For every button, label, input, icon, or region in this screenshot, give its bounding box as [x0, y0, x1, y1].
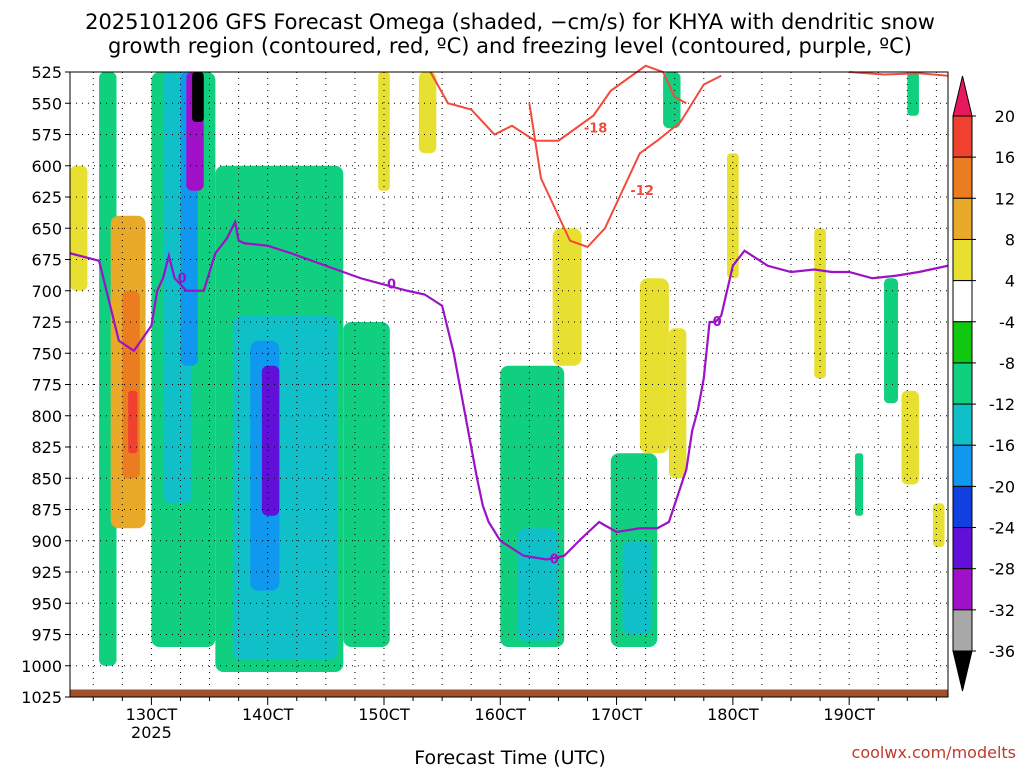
omega-patch: [622, 540, 652, 635]
x-tick-label: 170CT: [591, 705, 643, 724]
omega-patch: [128, 390, 138, 454]
x-tick-label: 190CT: [823, 705, 875, 724]
y-tick-label: 700: [31, 282, 62, 301]
colorbar-swatch: [952, 609, 973, 652]
x-tick-label: 180CT: [707, 705, 759, 724]
colorbar-swatch: [952, 527, 973, 570]
freezing-level-label: 0: [713, 315, 722, 330]
y-tick-label: 850: [31, 469, 62, 488]
colorbar-swatch: [952, 115, 973, 158]
x-tick-sublabel: 2025: [131, 723, 172, 742]
colorbar-swatch: [952, 362, 973, 405]
y-tick-label: 575: [31, 126, 62, 145]
x-axis-label: Forecast Time (UTC): [414, 747, 605, 768]
freezing-level-label: 0: [387, 278, 396, 293]
omega-patch: [932, 503, 945, 547]
y-tick-label: 875: [31, 501, 62, 520]
x-tick-label: 140CT: [242, 705, 294, 724]
y-tick-label: 825: [31, 438, 62, 457]
omega-patch: [639, 278, 669, 454]
y-tick-label: 975: [31, 626, 62, 645]
omega-patch: [727, 153, 739, 279]
colorbar-swatch: [952, 238, 973, 282]
omega-patch: [814, 228, 826, 379]
colorbar-tick-label: 12: [995, 189, 1015, 208]
colorbar-swatch: [952, 197, 973, 240]
y-tick-label: 675: [31, 251, 62, 270]
plot-area: -18 -12 0 0 0 0: [69, 64, 949, 698]
freezing-level-label: 0: [178, 271, 187, 286]
colorbar-top-triangle: [952, 75, 973, 117]
colorbar-tick-label: -32: [989, 601, 1015, 620]
chart-title-line-2: growth region (contoured, red, ºC) and f…: [108, 34, 912, 58]
colorbar-tick-label: 4: [1005, 272, 1015, 291]
y-tick-label: 1000: [21, 657, 62, 676]
terrain-strip: [70, 689, 948, 697]
omega-patch: [663, 72, 681, 129]
omega-patch: [343, 322, 390, 647]
omega-patch: [552, 228, 582, 366]
y-tick-label: 650: [31, 219, 62, 238]
omega-patch: [70, 165, 88, 291]
y-tick-label: 600: [31, 157, 62, 176]
colorbar-tick-label: -12: [989, 395, 1015, 414]
colorbar-swatch: [952, 156, 973, 199]
colorbar-swatch: [952, 444, 973, 487]
colorbar-swatch: [952, 568, 973, 611]
colorbar: 20 16 12 8 4 -4 -8 -12 -16 -20 -24 -28 -32 -36: [952, 75, 1015, 692]
colorbar-tick-label: -20: [989, 477, 1015, 496]
credit-text: coolwx.com/modelts: [852, 743, 1016, 762]
colorbar-tick-label: -36: [989, 642, 1015, 661]
colorbar-tick-label: -8: [999, 354, 1015, 373]
colorbar-swatch: [952, 403, 973, 446]
omega-patch: [854, 453, 864, 516]
y-tick-label: 525: [31, 63, 62, 82]
colorbar-tick-label: -28: [989, 560, 1015, 579]
colorbar-tick-label: 8: [1005, 230, 1015, 249]
colorbar-tick-label: -4: [999, 313, 1015, 332]
x-tick-label: 160CT: [475, 705, 527, 724]
y-axis: 525 550 575 600 625 650 675 700 725 750 775 800 825 8…: [21, 63, 70, 707]
omega-patch: [668, 328, 687, 479]
colorbar-tick-label: 16: [995, 148, 1015, 167]
omega-patch: [901, 390, 919, 485]
y-tick-label: 750: [31, 344, 62, 363]
freezing-level-label: 0: [550, 553, 559, 568]
y-tick-label: 800: [31, 407, 62, 426]
y-tick-label: 725: [31, 313, 62, 332]
omega-patch: [517, 528, 559, 641]
omega-patch: [378, 72, 390, 191]
y-tick-label: 900: [31, 532, 62, 551]
freezing-level-line: [69, 218, 949, 561]
dgz-contour-label: -18: [584, 121, 608, 136]
y-tick-label: 1025: [21, 688, 62, 707]
colorbar-bottom-triangle: [952, 650, 973, 692]
y-tick-label: 925: [31, 563, 62, 582]
y-tick-label: 775: [31, 376, 62, 395]
colorbar-swatch: [952, 280, 973, 323]
dgz-contour-line: [849, 71, 949, 77]
dgz-contour-line: [528, 74, 722, 249]
dgz-contour-line: [429, 64, 687, 142]
y-tick-label: 625: [31, 188, 62, 207]
omega-patch: [418, 72, 437, 154]
y-tick-label: 550: [31, 94, 62, 113]
colorbar-tick-label: 20: [995, 107, 1015, 126]
colorbar-swatch: [952, 321, 973, 364]
dgz-contour-label: -12: [630, 184, 654, 199]
colorbar-swatch: [952, 485, 973, 529]
colorbar-tick-label: -16: [989, 436, 1015, 455]
chart-title-line-1: 2025101206 GFS Forecast Omega (shaded, −…: [85, 10, 935, 34]
x-tick-label: 150CT: [358, 705, 410, 724]
omega-patch: [232, 315, 338, 660]
x-tick-label: 130CT: [126, 705, 178, 724]
omega-patch: [907, 72, 919, 116]
omega-patch: [261, 365, 280, 516]
colorbar-tick-label: -24: [989, 519, 1015, 538]
omega-patch: [192, 72, 204, 122]
y-tick-label: 950: [31, 594, 62, 613]
omega-patch: [884, 278, 898, 404]
